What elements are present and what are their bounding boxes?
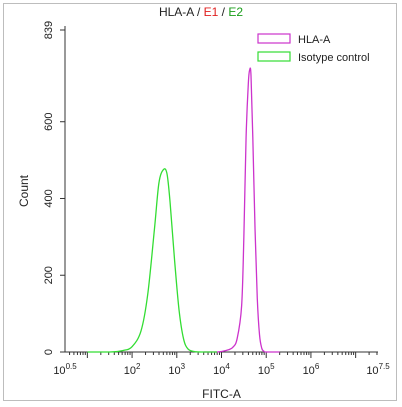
legend: HLA-A Isotype control: [257, 33, 370, 64]
y-tick-label: 0: [43, 349, 55, 355]
series-line-hla-a: [203, 67, 280, 353]
title-part: HLA-A: [158, 5, 194, 19]
legend-swatch: [257, 51, 291, 62]
x-tick-label: 102: [124, 362, 141, 377]
title-part: E2: [228, 5, 244, 19]
series-line-isotype-control: [87, 168, 218, 353]
legend-swatch: [257, 33, 291, 44]
y-axis-label: Count: [17, 174, 31, 207]
x-tick-label: 107.5: [366, 362, 390, 377]
y-tick-label: 600: [43, 113, 55, 131]
legend-label: Isotype control: [298, 52, 370, 64]
axes: 0 200 400 600 839 100.5 102 103 104 105 106 107.5 FI…: [17, 21, 390, 401]
chart-frame: [3, 3, 397, 401]
x-axis-label: FITC-A: [202, 387, 241, 401]
y-tick-label: 839: [43, 21, 55, 39]
legend-label: HLA-A: [298, 34, 331, 46]
x-tick-label: 100.5: [53, 362, 77, 377]
y-tick-label: 400: [43, 189, 55, 207]
title-part: /: [193, 5, 204, 19]
title-part: /: [218, 5, 229, 19]
x-tick-label: 105: [258, 362, 275, 377]
title-part: E1: [203, 5, 219, 19]
x-tick-label: 106: [303, 362, 320, 377]
series-layer: [87, 67, 280, 353]
x-tick-label: 103: [168, 362, 185, 377]
x-tick-label: 104: [213, 362, 230, 377]
y-tick-label: 200: [43, 266, 55, 284]
chart-title: HLA-A / E1 / E2: [0, 5, 402, 19]
